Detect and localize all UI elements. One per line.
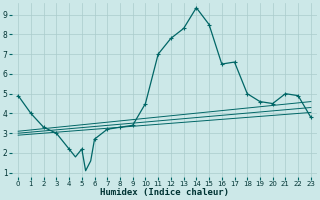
X-axis label: Humidex (Indice chaleur): Humidex (Indice chaleur) bbox=[100, 188, 229, 197]
